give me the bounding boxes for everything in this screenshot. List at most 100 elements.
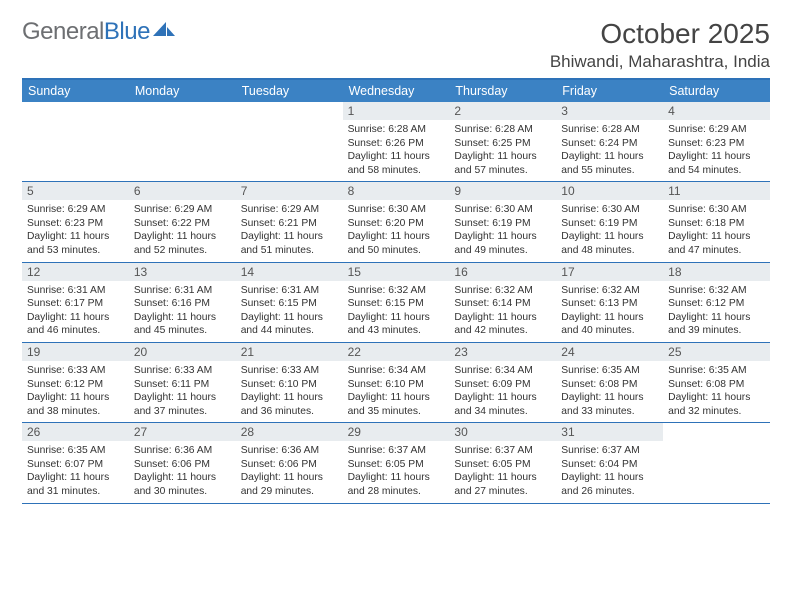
day-number: 14: [236, 263, 343, 281]
daylight-line: Daylight: 11 hours and 42 minutes.: [454, 311, 551, 338]
day-cell: 8Sunrise: 6:30 AMSunset: 6:20 PMDaylight…: [343, 182, 450, 261]
sunset-line: Sunset: 6:14 PM: [454, 297, 551, 311]
day-cell: 27Sunrise: 6:36 AMSunset: 6:06 PMDayligh…: [129, 423, 236, 502]
logo-sail-icon: [153, 22, 175, 38]
day-number: 21: [236, 343, 343, 361]
day-cell: 6Sunrise: 6:29 AMSunset: 6:22 PMDaylight…: [129, 182, 236, 261]
day-cell: 24Sunrise: 6:35 AMSunset: 6:08 PMDayligh…: [556, 343, 663, 422]
day-cell: 13Sunrise: 6:31 AMSunset: 6:16 PMDayligh…: [129, 263, 236, 342]
day-cell: 31Sunrise: 6:37 AMSunset: 6:04 PMDayligh…: [556, 423, 663, 502]
logo: GeneralBlue: [22, 18, 175, 46]
sunrise-line: Sunrise: 6:31 AM: [27, 284, 124, 298]
day-number: 19: [22, 343, 129, 361]
day-cell: 21Sunrise: 6:33 AMSunset: 6:10 PMDayligh…: [236, 343, 343, 422]
day-number: 25: [663, 343, 770, 361]
daylight-line: Daylight: 11 hours and 57 minutes.: [454, 150, 551, 177]
sunset-line: Sunset: 6:19 PM: [561, 217, 658, 231]
day-number: 29: [343, 423, 450, 441]
sunrise-line: Sunrise: 6:33 AM: [134, 364, 231, 378]
day-cell: [22, 102, 129, 181]
day-info: Sunrise: 6:28 AMSunset: 6:25 PMDaylight:…: [449, 120, 556, 181]
sunrise-line: Sunrise: 6:29 AM: [27, 203, 124, 217]
day-info: Sunrise: 6:29 AMSunset: 6:22 PMDaylight:…: [129, 200, 236, 261]
weekday-sun: Sunday: [22, 80, 129, 102]
sunset-line: Sunset: 6:16 PM: [134, 297, 231, 311]
daylight-line: Daylight: 11 hours and 37 minutes.: [134, 391, 231, 418]
day-info: Sunrise: 6:35 AMSunset: 6:08 PMDaylight:…: [663, 361, 770, 422]
sunset-line: Sunset: 6:09 PM: [454, 378, 551, 392]
sunrise-line: Sunrise: 6:29 AM: [668, 123, 765, 137]
calendar: Sunday Monday Tuesday Wednesday Thursday…: [22, 78, 770, 504]
day-info: Sunrise: 6:29 AMSunset: 6:23 PMDaylight:…: [22, 200, 129, 261]
day-info: Sunrise: 6:30 AMSunset: 6:19 PMDaylight:…: [556, 200, 663, 261]
day-cell: 25Sunrise: 6:35 AMSunset: 6:08 PMDayligh…: [663, 343, 770, 422]
day-cell: 7Sunrise: 6:29 AMSunset: 6:21 PMDaylight…: [236, 182, 343, 261]
day-cell: 5Sunrise: 6:29 AMSunset: 6:23 PMDaylight…: [22, 182, 129, 261]
day-info: Sunrise: 6:29 AMSunset: 6:21 PMDaylight:…: [236, 200, 343, 261]
sunrise-line: Sunrise: 6:37 AM: [348, 444, 445, 458]
day-info: Sunrise: 6:33 AMSunset: 6:12 PMDaylight:…: [22, 361, 129, 422]
day-cell: [236, 102, 343, 181]
day-info: Sunrise: 6:30 AMSunset: 6:19 PMDaylight:…: [449, 200, 556, 261]
weekday-mon: Monday: [129, 80, 236, 102]
daylight-line: Daylight: 11 hours and 44 minutes.: [241, 311, 338, 338]
day-info: Sunrise: 6:31 AMSunset: 6:15 PMDaylight:…: [236, 281, 343, 342]
daylight-line: Daylight: 11 hours and 51 minutes.: [241, 230, 338, 257]
day-info: Sunrise: 6:29 AMSunset: 6:23 PMDaylight:…: [663, 120, 770, 181]
day-cell: 22Sunrise: 6:34 AMSunset: 6:10 PMDayligh…: [343, 343, 450, 422]
logo-text-blue: Blue: [104, 18, 150, 46]
day-cell: 15Sunrise: 6:32 AMSunset: 6:15 PMDayligh…: [343, 263, 450, 342]
daylight-line: Daylight: 11 hours and 32 minutes.: [668, 391, 765, 418]
daylight-line: Daylight: 11 hours and 39 minutes.: [668, 311, 765, 338]
day-info: Sunrise: 6:35 AMSunset: 6:07 PMDaylight:…: [22, 441, 129, 502]
day-cell: 10Sunrise: 6:30 AMSunset: 6:19 PMDayligh…: [556, 182, 663, 261]
day-number: 4: [663, 102, 770, 120]
calendar-page: GeneralBlue October 2025 Bhiwandi, Mahar…: [0, 0, 792, 516]
week-row: 5Sunrise: 6:29 AMSunset: 6:23 PMDaylight…: [22, 182, 770, 262]
day-number: 28: [236, 423, 343, 441]
daylight-line: Daylight: 11 hours and 50 minutes.: [348, 230, 445, 257]
sunset-line: Sunset: 6:06 PM: [134, 458, 231, 472]
day-number: 22: [343, 343, 450, 361]
day-info: Sunrise: 6:35 AMSunset: 6:08 PMDaylight:…: [556, 361, 663, 422]
day-cell: 20Sunrise: 6:33 AMSunset: 6:11 PMDayligh…: [129, 343, 236, 422]
day-cell: 9Sunrise: 6:30 AMSunset: 6:19 PMDaylight…: [449, 182, 556, 261]
sunset-line: Sunset: 6:15 PM: [348, 297, 445, 311]
sunrise-line: Sunrise: 6:36 AM: [241, 444, 338, 458]
day-number: 11: [663, 182, 770, 200]
month-title: October 2025: [550, 18, 770, 50]
day-cell: 11Sunrise: 6:30 AMSunset: 6:18 PMDayligh…: [663, 182, 770, 261]
sunrise-line: Sunrise: 6:31 AM: [241, 284, 338, 298]
day-cell: 29Sunrise: 6:37 AMSunset: 6:05 PMDayligh…: [343, 423, 450, 502]
daylight-line: Daylight: 11 hours and 53 minutes.: [27, 230, 124, 257]
day-info: Sunrise: 6:33 AMSunset: 6:10 PMDaylight:…: [236, 361, 343, 422]
day-info: Sunrise: 6:32 AMSunset: 6:15 PMDaylight:…: [343, 281, 450, 342]
sunrise-line: Sunrise: 6:28 AM: [454, 123, 551, 137]
day-info: Sunrise: 6:32 AMSunset: 6:13 PMDaylight:…: [556, 281, 663, 342]
daylight-line: Daylight: 11 hours and 38 minutes.: [27, 391, 124, 418]
sunset-line: Sunset: 6:22 PM: [134, 217, 231, 231]
sunrise-line: Sunrise: 6:37 AM: [561, 444, 658, 458]
sunrise-line: Sunrise: 6:32 AM: [668, 284, 765, 298]
day-info: Sunrise: 6:32 AMSunset: 6:14 PMDaylight:…: [449, 281, 556, 342]
daylight-line: Daylight: 11 hours and 34 minutes.: [454, 391, 551, 418]
daylight-line: Daylight: 11 hours and 31 minutes.: [27, 471, 124, 498]
sunrise-line: Sunrise: 6:35 AM: [27, 444, 124, 458]
sunrise-line: Sunrise: 6:30 AM: [348, 203, 445, 217]
day-cell: 4Sunrise: 6:29 AMSunset: 6:23 PMDaylight…: [663, 102, 770, 181]
sunset-line: Sunset: 6:25 PM: [454, 137, 551, 151]
day-number: 15: [343, 263, 450, 281]
day-info: Sunrise: 6:33 AMSunset: 6:11 PMDaylight:…: [129, 361, 236, 422]
sunset-line: Sunset: 6:05 PM: [348, 458, 445, 472]
sunset-line: Sunset: 6:10 PM: [241, 378, 338, 392]
day-number: 23: [449, 343, 556, 361]
sunrise-line: Sunrise: 6:32 AM: [348, 284, 445, 298]
sunset-line: Sunset: 6:17 PM: [27, 297, 124, 311]
sunrise-line: Sunrise: 6:35 AM: [668, 364, 765, 378]
location: Bhiwandi, Maharashtra, India: [550, 52, 770, 72]
sunset-line: Sunset: 6:12 PM: [27, 378, 124, 392]
weeks-container: 1Sunrise: 6:28 AMSunset: 6:26 PMDaylight…: [22, 102, 770, 504]
sunrise-line: Sunrise: 6:28 AM: [348, 123, 445, 137]
day-number: 13: [129, 263, 236, 281]
daylight-line: Daylight: 11 hours and 52 minutes.: [134, 230, 231, 257]
